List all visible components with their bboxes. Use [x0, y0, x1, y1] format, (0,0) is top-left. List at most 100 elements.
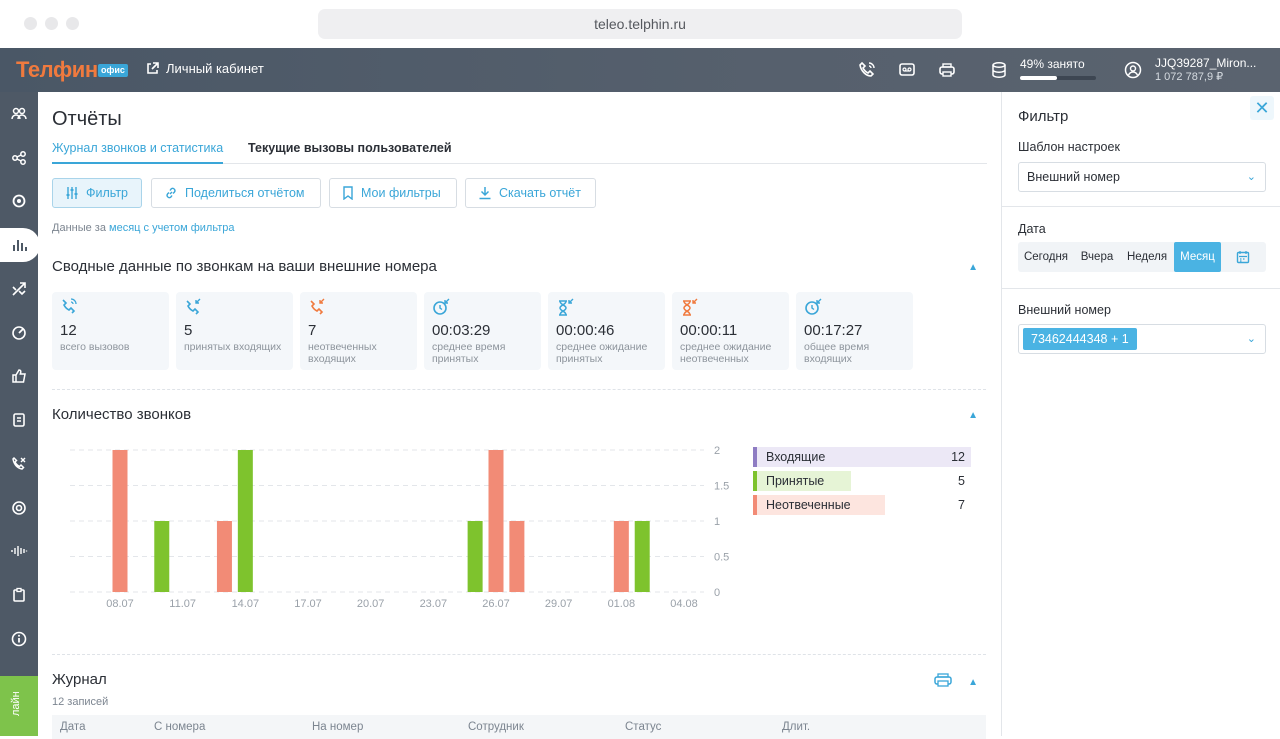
account-icon[interactable]: [1124, 61, 1142, 79]
calendar-icon[interactable]: [1236, 250, 1250, 264]
online-status-label: лайн: [10, 691, 22, 716]
clipboard-icon: [13, 587, 25, 602]
column-header[interactable]: Статус: [625, 721, 662, 733]
window-zoom-dot[interactable]: [66, 17, 79, 30]
voicemail-icon[interactable]: [898, 61, 916, 79]
chart-bar: [237, 450, 253, 592]
my-filters-button[interactable]: Мои фильтры: [329, 178, 457, 208]
x-tick-label: 04.08: [670, 598, 698, 610]
x-tick-label: 01.08: [608, 598, 636, 610]
phone-settings-icon[interactable]: [858, 61, 876, 79]
x-tick-label: 29.07: [545, 598, 573, 610]
storage-progress-fill: [1020, 76, 1058, 80]
bookmark-icon: [343, 186, 353, 200]
stat-value: 5: [184, 322, 193, 339]
calls-collapse-icon[interactable]: ▲: [968, 410, 978, 421]
data-period-link[interactable]: месяц с учетом фильтра: [109, 222, 235, 234]
users-icon: [11, 107, 27, 120]
sidebar-item-users[interactable]: [0, 97, 38, 131]
sidebar-item-tasks[interactable]: [0, 578, 38, 612]
address-bar[interactable]: teleo.telphin.ru: [318, 9, 962, 39]
main-content: Отчёты Журнал звонков и статистика Текущ…: [38, 92, 1000, 739]
legend-label: Принятые: [753, 471, 851, 491]
stat-value: 12: [60, 322, 77, 339]
online-status-tab[interactable]: лайн: [0, 676, 38, 736]
sidebar-item-forwarding[interactable]: [0, 447, 38, 481]
chart-bar: [613, 521, 629, 592]
info-icon: [11, 631, 27, 647]
stat-card: 00:00:11 среднее ожидание неотвеченных: [672, 292, 789, 370]
stat-card: 12 всего вызовов: [52, 292, 169, 370]
filter-panel: Фильтр ✕ Шаблон настроек Внешний номер ⌄…: [1001, 92, 1280, 736]
sidebar: лайн: [0, 92, 40, 736]
sidebar-item-record[interactable]: [0, 491, 38, 525]
sidebar-item-audio[interactable]: [0, 534, 38, 568]
window-close-dot[interactable]: [24, 17, 37, 30]
column-header[interactable]: На номер: [312, 721, 364, 733]
sidebar-item-info[interactable]: [0, 622, 38, 656]
sidebar-item-contacts[interactable]: [0, 403, 38, 437]
hourglass-missed-icon: [683, 298, 698, 316]
window-minimize-dot[interactable]: [45, 17, 58, 30]
section-divider: [52, 654, 986, 655]
settings-icon: [12, 194, 26, 208]
template-select-value: Внешний номер: [1027, 170, 1120, 184]
account-info[interactable]: JJQ39287_Miron... 1 072 787,9 ₽: [1155, 56, 1256, 84]
column-header[interactable]: С номера: [154, 721, 206, 733]
phone-icon: [62, 298, 77, 314]
date-option-month[interactable]: Месяц: [1174, 242, 1221, 272]
journal-record-count: 12 записей: [52, 696, 109, 708]
close-icon[interactable]: ✕: [1250, 96, 1274, 120]
chart-bar: [488, 450, 504, 592]
personal-cabinet-link[interactable]: Личный кабинет: [146, 61, 264, 76]
share-report-button[interactable]: Поделиться отчётом: [151, 178, 321, 208]
filter-button[interactable]: Фильтр: [52, 178, 142, 208]
sidebar-item-structure[interactable]: [0, 141, 38, 175]
download-report-button[interactable]: Скачать отчёт: [465, 178, 596, 208]
stat-label: всего вызовов: [60, 341, 130, 353]
date-range-selector: Сегодня Вчера Неделя Месяц: [1018, 242, 1266, 272]
clock-incoming-icon: [433, 298, 450, 315]
x-tick-label: 14.07: [232, 598, 260, 610]
sound-wave-icon: [11, 546, 28, 556]
tab-current-calls[interactable]: Текущие вызовы пользователей: [248, 141, 452, 155]
call-forward-icon: [12, 456, 26, 470]
sidebar-item-reports[interactable]: [0, 228, 40, 262]
print-icon[interactable]: [934, 673, 952, 687]
y-tick-label: 1.5: [714, 481, 729, 493]
date-option-today[interactable]: Сегодня: [1023, 251, 1069, 263]
summary-collapse-icon[interactable]: ▲: [968, 262, 978, 273]
calls-section-title: Количество звонков: [52, 406, 192, 423]
report-tabs: Журнал звонков и статистика Текущие вызо…: [52, 140, 987, 164]
journal-collapse-icon[interactable]: ▲: [968, 677, 978, 688]
stat-card: 00:03:29 среднее время принятых: [424, 292, 541, 370]
fax-icon[interactable]: [938, 61, 956, 79]
stat-label: среднее ожидание неотвеченных: [680, 341, 772, 365]
missed-call-icon: [310, 298, 325, 315]
chart-bar: [154, 521, 170, 592]
clock-total-icon: [805, 298, 822, 315]
journal-table-header: Дата С номера На номер Сотрудник Статус …: [52, 715, 986, 739]
sidebar-item-routing[interactable]: [0, 272, 38, 306]
tab-call-journal[interactable]: Журнал звонков и статистика: [52, 141, 224, 164]
date-option-yesterday[interactable]: Вчера: [1080, 251, 1114, 263]
external-number-tag[interactable]: 73462444348 + 1: [1023, 328, 1137, 350]
x-tick-label: 17.07: [294, 598, 322, 610]
column-header[interactable]: Длит.: [782, 721, 811, 733]
x-tick-label: 26.07: [482, 598, 510, 610]
sidebar-item-settings[interactable]: [0, 184, 38, 218]
y-tick-label: 0: [714, 587, 720, 599]
template-select[interactable]: Внешний номер ⌄: [1018, 162, 1266, 192]
logo[interactable]: Телфин: [16, 57, 98, 82]
chart-bar: [216, 521, 232, 592]
sidebar-item-speed[interactable]: [0, 316, 38, 350]
external-number-select[interactable]: 73462444348 + 1 ⌄: [1018, 324, 1266, 354]
date-option-week[interactable]: Неделя: [1126, 251, 1168, 263]
database-icon[interactable]: [990, 61, 1008, 79]
like-icon: [12, 369, 26, 383]
column-header[interactable]: Дата: [60, 721, 86, 733]
column-header[interactable]: Сотрудник: [468, 721, 524, 733]
stat-card: 00:00:46 среднее ожидание принятых: [548, 292, 665, 370]
sidebar-item-feedback[interactable]: [0, 359, 38, 393]
link-icon: [166, 187, 176, 199]
